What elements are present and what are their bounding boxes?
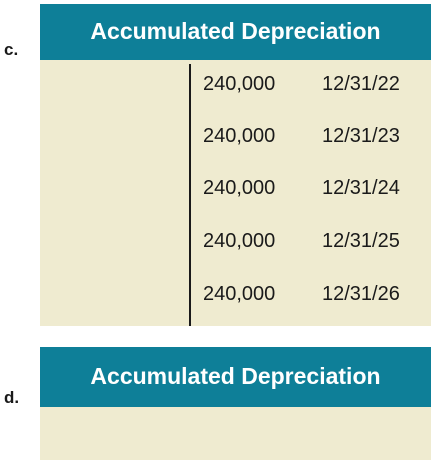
- entry-date: 12/31/23: [322, 125, 400, 147]
- entry-date: 12/31/26: [322, 283, 400, 305]
- part-c-t-account-divider: [189, 64, 191, 326]
- part-c-credit-entry: 240,000 12/31/22: [40, 70, 431, 100]
- entry-amount: 240,000: [203, 125, 276, 147]
- part-c-account-header: Accumulated Depreciation: [40, 4, 431, 60]
- entry-date: 12/31/25: [322, 230, 400, 252]
- entry-amount: 240,000: [203, 230, 276, 252]
- part-c-credit-entry: 240,000 12/31/25: [40, 227, 431, 257]
- entry-date: 12/31/24: [322, 177, 400, 199]
- part-d-letter: d.: [4, 388, 20, 407]
- entry-amount: 240,000: [203, 73, 276, 95]
- part-c-credit-entry: 240,000 12/31/23: [40, 122, 431, 152]
- entry-amount: 240,000: [203, 283, 276, 305]
- entry-date: 12/31/22: [322, 73, 400, 95]
- part-c-letter: c.: [4, 40, 19, 59]
- part-d-t-account-body: [40, 407, 431, 460]
- part-c-t-account-body: 240,000 12/31/22 240,000 12/31/23 240,00…: [40, 60, 431, 326]
- part-d-account-header: Accumulated Depreciation: [40, 347, 431, 407]
- entry-amount: 240,000: [203, 177, 276, 199]
- part-c-credit-entry: 240,000 12/31/26: [40, 280, 431, 310]
- part-c-credit-entry: 240,000 12/31/24: [40, 174, 431, 204]
